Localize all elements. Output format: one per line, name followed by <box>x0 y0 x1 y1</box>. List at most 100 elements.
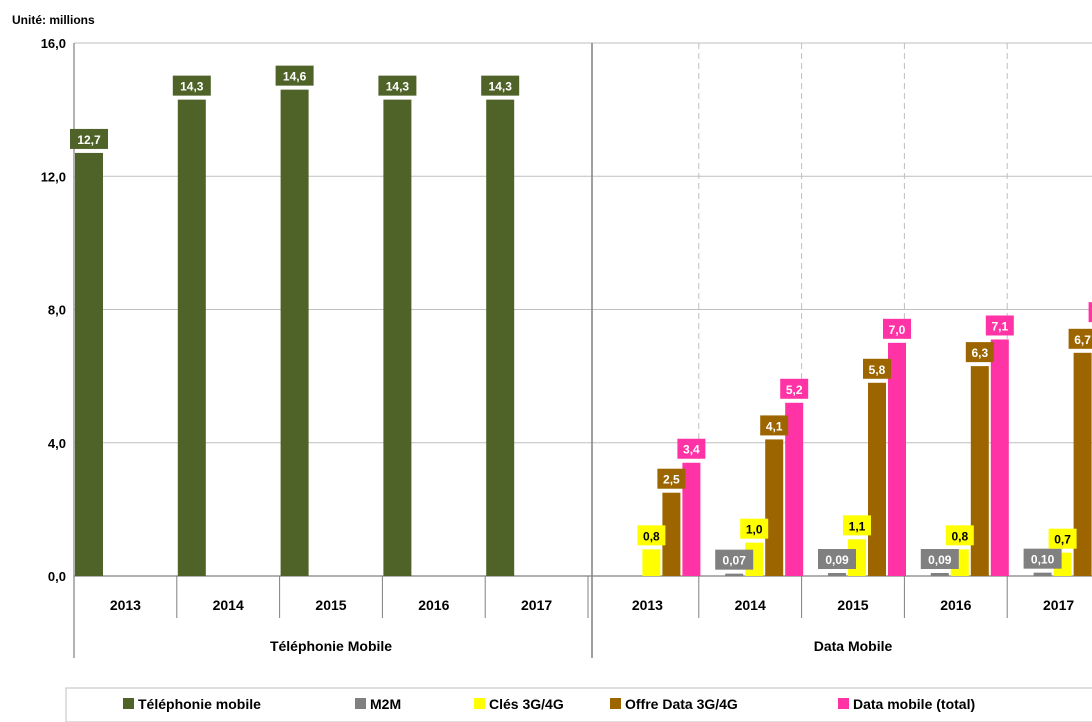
bar <box>930 573 949 576</box>
bar <box>970 366 989 576</box>
data-label-box <box>70 128 108 149</box>
bar <box>785 402 804 576</box>
bar <box>642 549 661 576</box>
data-label-box <box>481 75 520 96</box>
unit-label: Unité: millions <box>12 13 95 27</box>
data-labels: 12,7 14,3 14,6 14,3 14,3 0,07 0,09 0,09 0,10 0,8 1… <box>70 65 1092 570</box>
y-tick-label: 12,0 <box>41 169 66 184</box>
data-label-box <box>637 525 666 546</box>
x-tick-label: 2014 <box>735 597 766 613</box>
x-tick-label: 2017 <box>521 597 552 613</box>
data-label: 0,8 <box>951 529 968 543</box>
data-label: 0,09 <box>928 553 952 567</box>
bar <box>888 342 906 576</box>
data-label: 5,2 <box>786 383 803 397</box>
bar <box>828 573 846 576</box>
bar <box>662 492 681 576</box>
data-label: 0,7 <box>1054 533 1071 547</box>
bar <box>280 89 309 576</box>
group-label: Téléphonie Mobile <box>270 638 392 654</box>
bar <box>177 99 206 576</box>
data-label-box <box>275 65 314 86</box>
data-label-box <box>715 549 754 570</box>
data-label-box <box>760 415 789 436</box>
group-label: Data Mobile <box>814 638 893 654</box>
x-tick-label: 2016 <box>418 597 449 613</box>
x-tick-label: 2015 <box>315 597 346 613</box>
data-label: 6,3 <box>971 346 988 360</box>
bar <box>1033 572 1052 576</box>
legend-swatch <box>474 698 485 709</box>
data-label: 1,1 <box>849 519 866 533</box>
data-label-box <box>740 518 769 539</box>
data-label: 7,1 <box>991 319 1008 333</box>
data-label-box <box>657 468 686 489</box>
data-label-box <box>843 515 871 536</box>
data-label-box <box>1088 302 1092 323</box>
x-tick-label: 2013 <box>110 597 141 613</box>
y-tick-label: 16,0 <box>41 36 66 51</box>
data-label: 5,8 <box>869 363 886 377</box>
data-label: 7,0 <box>889 323 906 337</box>
y-tick-label: 4,0 <box>48 436 66 451</box>
legend-label: Offre Data 3G/4G <box>625 696 738 712</box>
bar <box>1073 352 1092 576</box>
data-label: 1,0 <box>746 523 763 537</box>
data-label: 0,07 <box>723 554 747 568</box>
bar <box>725 573 744 576</box>
data-label-box <box>677 438 706 459</box>
data-label: 3,4 <box>683 443 700 457</box>
legend-label: Téléphonie mobile <box>138 696 261 712</box>
x-tick-label: 2016 <box>940 597 971 613</box>
data-label: 4,1 <box>766 419 783 433</box>
gridlines <box>74 42 1092 576</box>
data-label-box <box>780 378 809 399</box>
data-label-box <box>965 342 994 363</box>
bar <box>75 152 103 576</box>
bar <box>383 99 412 576</box>
data-label-box <box>378 75 417 96</box>
data-label-box <box>172 75 211 96</box>
legend-box <box>65 687 1092 722</box>
bar <box>868 382 886 576</box>
x-tick-label: 2014 <box>213 597 244 613</box>
data-label-box <box>920 549 959 570</box>
x-tick-label: 2013 <box>632 597 663 613</box>
bar <box>990 339 1009 576</box>
data-label: 0,09 <box>825 553 849 567</box>
legend-swatch <box>838 698 849 709</box>
data-label-box <box>985 315 1014 336</box>
data-label-box <box>1023 548 1062 569</box>
legend-label: Clés 3G/4G <box>489 696 564 712</box>
legend-label: Data mobile (total) <box>853 696 975 712</box>
bar <box>486 99 515 576</box>
data-label: 14,3 <box>489 80 513 94</box>
data-label-box <box>863 358 891 379</box>
data-label: 6,7 <box>1074 333 1091 347</box>
data-label: 12,7 <box>77 133 101 147</box>
legend-swatch <box>355 698 366 709</box>
data-label: 0,10 <box>1031 553 1055 567</box>
legend: Téléphonie mobile M2M Clés 3G/4G Offre Data… <box>65 687 1092 722</box>
data-label-box <box>1068 328 1092 349</box>
data-label: 2,5 <box>663 473 680 487</box>
x-tick-label: 2017 <box>1043 597 1074 613</box>
data-label: 14,6 <box>283 70 307 84</box>
data-label: 14,3 <box>386 80 410 94</box>
y-tick-label: 8,0 <box>48 303 66 318</box>
data-label-box <box>945 525 974 546</box>
legend-swatch <box>123 698 134 709</box>
legend-label: M2M <box>370 696 401 712</box>
data-label-box <box>883 318 911 339</box>
bars <box>75 89 1092 576</box>
x-tick-label: 2015 <box>837 597 868 613</box>
y-tick-label: 0,0 <box>48 569 66 584</box>
data-label-box <box>1048 528 1077 549</box>
data-label: 14,3 <box>180 80 204 94</box>
data-label-box <box>818 549 856 570</box>
bar <box>765 439 784 576</box>
axes: Unité: millions 0,0 4,0 8,0 12,0 16,0 2013 2014… <box>12 13 1092 658</box>
data-label: 0,8 <box>643 529 660 543</box>
legend-swatch <box>610 698 621 709</box>
